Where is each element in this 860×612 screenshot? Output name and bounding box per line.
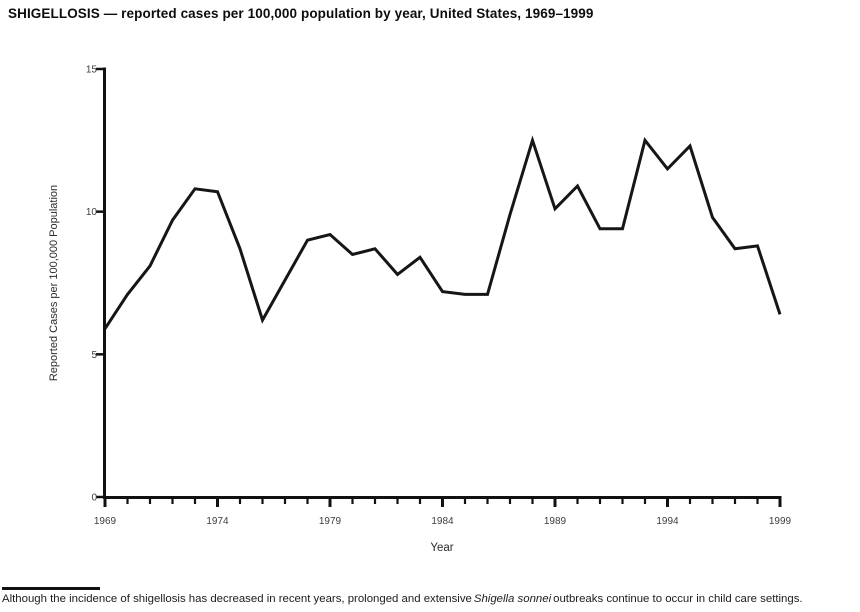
- y-tick-label: 0: [91, 493, 97, 504]
- y-tick-label: 15: [86, 65, 98, 76]
- footnote-divider: [2, 587, 100, 590]
- x-axis-title: Year: [430, 542, 454, 554]
- x-tick-label: 1969: [94, 516, 117, 527]
- x-tick-label: 1989: [544, 516, 567, 527]
- data-line: [103, 135, 782, 330]
- y-axis-title: Reported Cases per 100,000 Population: [48, 184, 60, 382]
- x-tick-label: 1999: [769, 516, 792, 527]
- y-tick-label: 5: [91, 350, 97, 361]
- x-tick-label: 1979: [319, 516, 342, 527]
- footnote-text-after: outbreaks continue to occur in child car…: [553, 593, 803, 605]
- chart-title: SHIGELLOSIS — reported cases per 100,000…: [8, 6, 594, 21]
- footnote-text-before: Although the incidence of shigellosis ha…: [2, 593, 472, 605]
- chart-canvas: 0 5 10 15 1969 1974 1979 1984 1989 1994 1999: [86, 65, 792, 528]
- x-tick-label: 1984: [431, 516, 454, 527]
- footnote: Although the incidence of shigellosis ha…: [2, 593, 858, 605]
- y-tick-label: 10: [86, 207, 98, 218]
- footnote-species-italic: Shigella sonnei: [473, 593, 552, 605]
- x-tick-label: 1974: [206, 516, 229, 527]
- x-tick-label: 1994: [656, 516, 679, 527]
